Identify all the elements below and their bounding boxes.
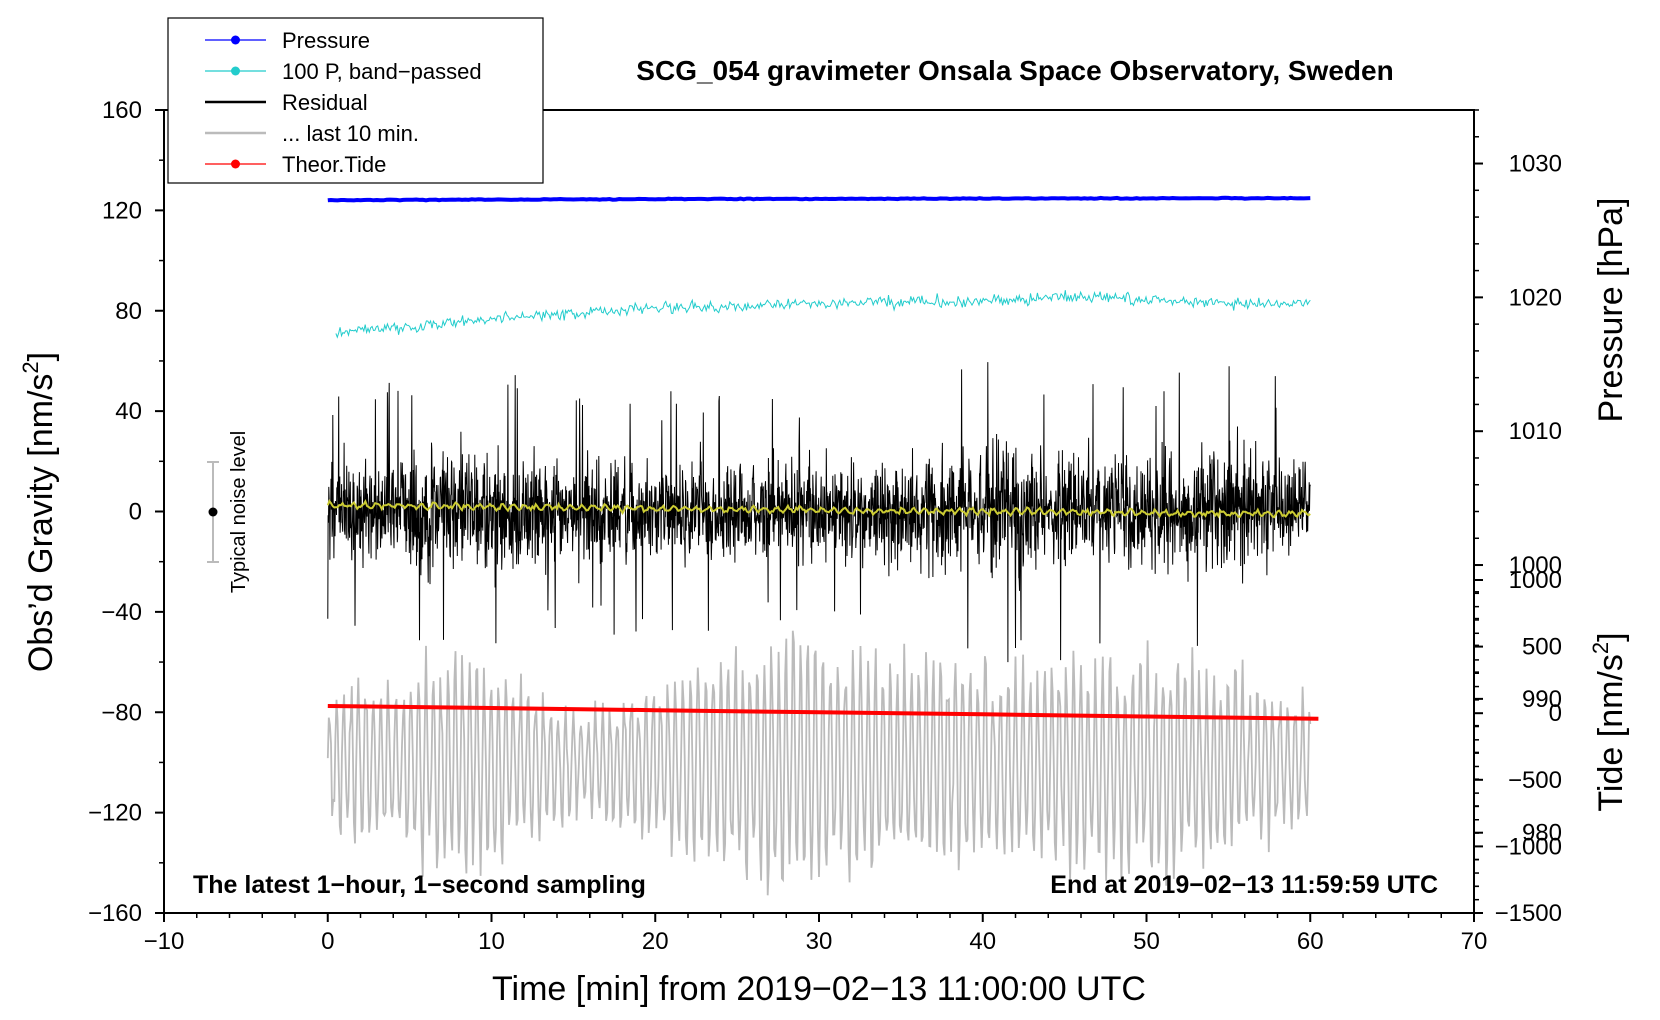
legend-swatch-marker (231, 35, 240, 45)
tide-tick-label: 500 (1522, 634, 1562, 661)
tide-axis-title-superscript: 2 (1588, 642, 1613, 654)
tide-axis-title-end: ] (1592, 632, 1630, 641)
x-tick-label: 40 (969, 928, 996, 955)
series-residual-smoothed (326, 499, 1311, 519)
legend-label: 100 P, band−passed (282, 59, 482, 84)
pressure-tick-label: 980 (1522, 820, 1562, 847)
left-axis-title-superscript: 2 (18, 361, 43, 373)
noise-level-indicator: Typical noise level (207, 431, 250, 593)
y-tick-label: −80 (101, 699, 142, 726)
annotation-end-time: End at 2019−02−13 11:59:59 UTC (1050, 871, 1438, 899)
y-tick-label: 40 (115, 398, 142, 425)
legend-swatch-marker (231, 66, 240, 76)
x-tick-label: 50 (1133, 928, 1160, 955)
x-axis-title: Time [min] from 2019−02−13 11:00:00 UTC (492, 970, 1146, 1008)
series-pressure (327, 195, 1311, 203)
x-axis-ticks: −10 0 10 20 30 40 50 60 70 (144, 913, 1488, 955)
legend-label: Theor.Tide (282, 152, 386, 177)
x-tick-label: 20 (642, 928, 669, 955)
x-tick-label: 30 (806, 928, 833, 955)
legend-label: Pressure (282, 28, 370, 53)
y-tick-label: 160 (102, 97, 142, 124)
pressure-axis-ticks: 1030 1020 1010 1000 990 980 (1474, 109, 1562, 887)
legend-swatch-marker (231, 159, 240, 169)
annotation-latest-hour: The latest 1−hour, 1−second sampling (193, 871, 646, 899)
tide-tick-label: −1500 (1495, 900, 1562, 927)
series-theoretical-tide (327, 704, 1319, 721)
pressure-tick-label: 1030 (1509, 151, 1562, 178)
y-tick-label: −40 (101, 599, 142, 626)
tide-tick-label: 0 (1549, 700, 1562, 727)
x-tick-label: 60 (1297, 928, 1324, 955)
noise-bar-center-dot (208, 507, 218, 517)
legend-items: Pressure 100 P, band−passed Residual ... la… (205, 28, 482, 177)
noise-level-label: Typical noise level (228, 431, 250, 593)
series-last-10-min (326, 630, 1312, 896)
legend-label: ... last 10 min. (282, 121, 419, 146)
pressure-tick-label: 1020 (1509, 284, 1562, 311)
y-tick-label: −120 (88, 800, 142, 827)
x-tick-label: 0 (321, 928, 334, 955)
tide-axis-title: Tide [nm/s2] (1588, 632, 1630, 811)
pressure-tick-label: 990 (1522, 686, 1562, 713)
tide-tick-label: −1000 (1495, 833, 1562, 860)
pressure-tick-label: 1000 (1509, 552, 1562, 579)
left-axis-ticks: 160 120 80 40 0 −40 −80 −120 −160 (88, 97, 164, 927)
tide-tick-label: −500 (1508, 767, 1562, 794)
tide-axis-title-base: Tide [nm/s (1592, 654, 1630, 811)
legend: Pressure 100 P, band−passed Residual ... la… (167, 17, 544, 184)
y-tick-label: −160 (88, 900, 142, 927)
legend-box (167, 17, 544, 184)
x-tick-label: −10 (144, 928, 185, 955)
y-tick-label: 80 (115, 298, 142, 325)
tide-tick-label: 1000 (1509, 567, 1562, 594)
left-axis-title-end: ] (22, 352, 60, 361)
legend-label: Residual (282, 90, 368, 115)
tide-axis-ticks: 1000 500 0 −500 −1000 −1500 (1474, 567, 1562, 927)
pressure-axis-title: Pressure [hPa] (1592, 198, 1630, 423)
pressure-tick-label: 1010 (1509, 418, 1562, 445)
chart-title: SCG_054 gravimeter Onsala Space Observat… (636, 55, 1393, 86)
y-tick-label: 120 (102, 197, 142, 224)
left-axis-title-base: Obs’d Gravity [nm/s (22, 374, 60, 673)
x-tick-label: 10 (478, 928, 505, 955)
left-axis-title: Obs’d Gravity [nm/s2] (18, 352, 60, 672)
data-layer (326, 195, 1319, 896)
x-tick-label: 70 (1461, 928, 1488, 955)
y-tick-label: 0 (129, 499, 142, 526)
series-band-passed-pressure (335, 290, 1311, 339)
